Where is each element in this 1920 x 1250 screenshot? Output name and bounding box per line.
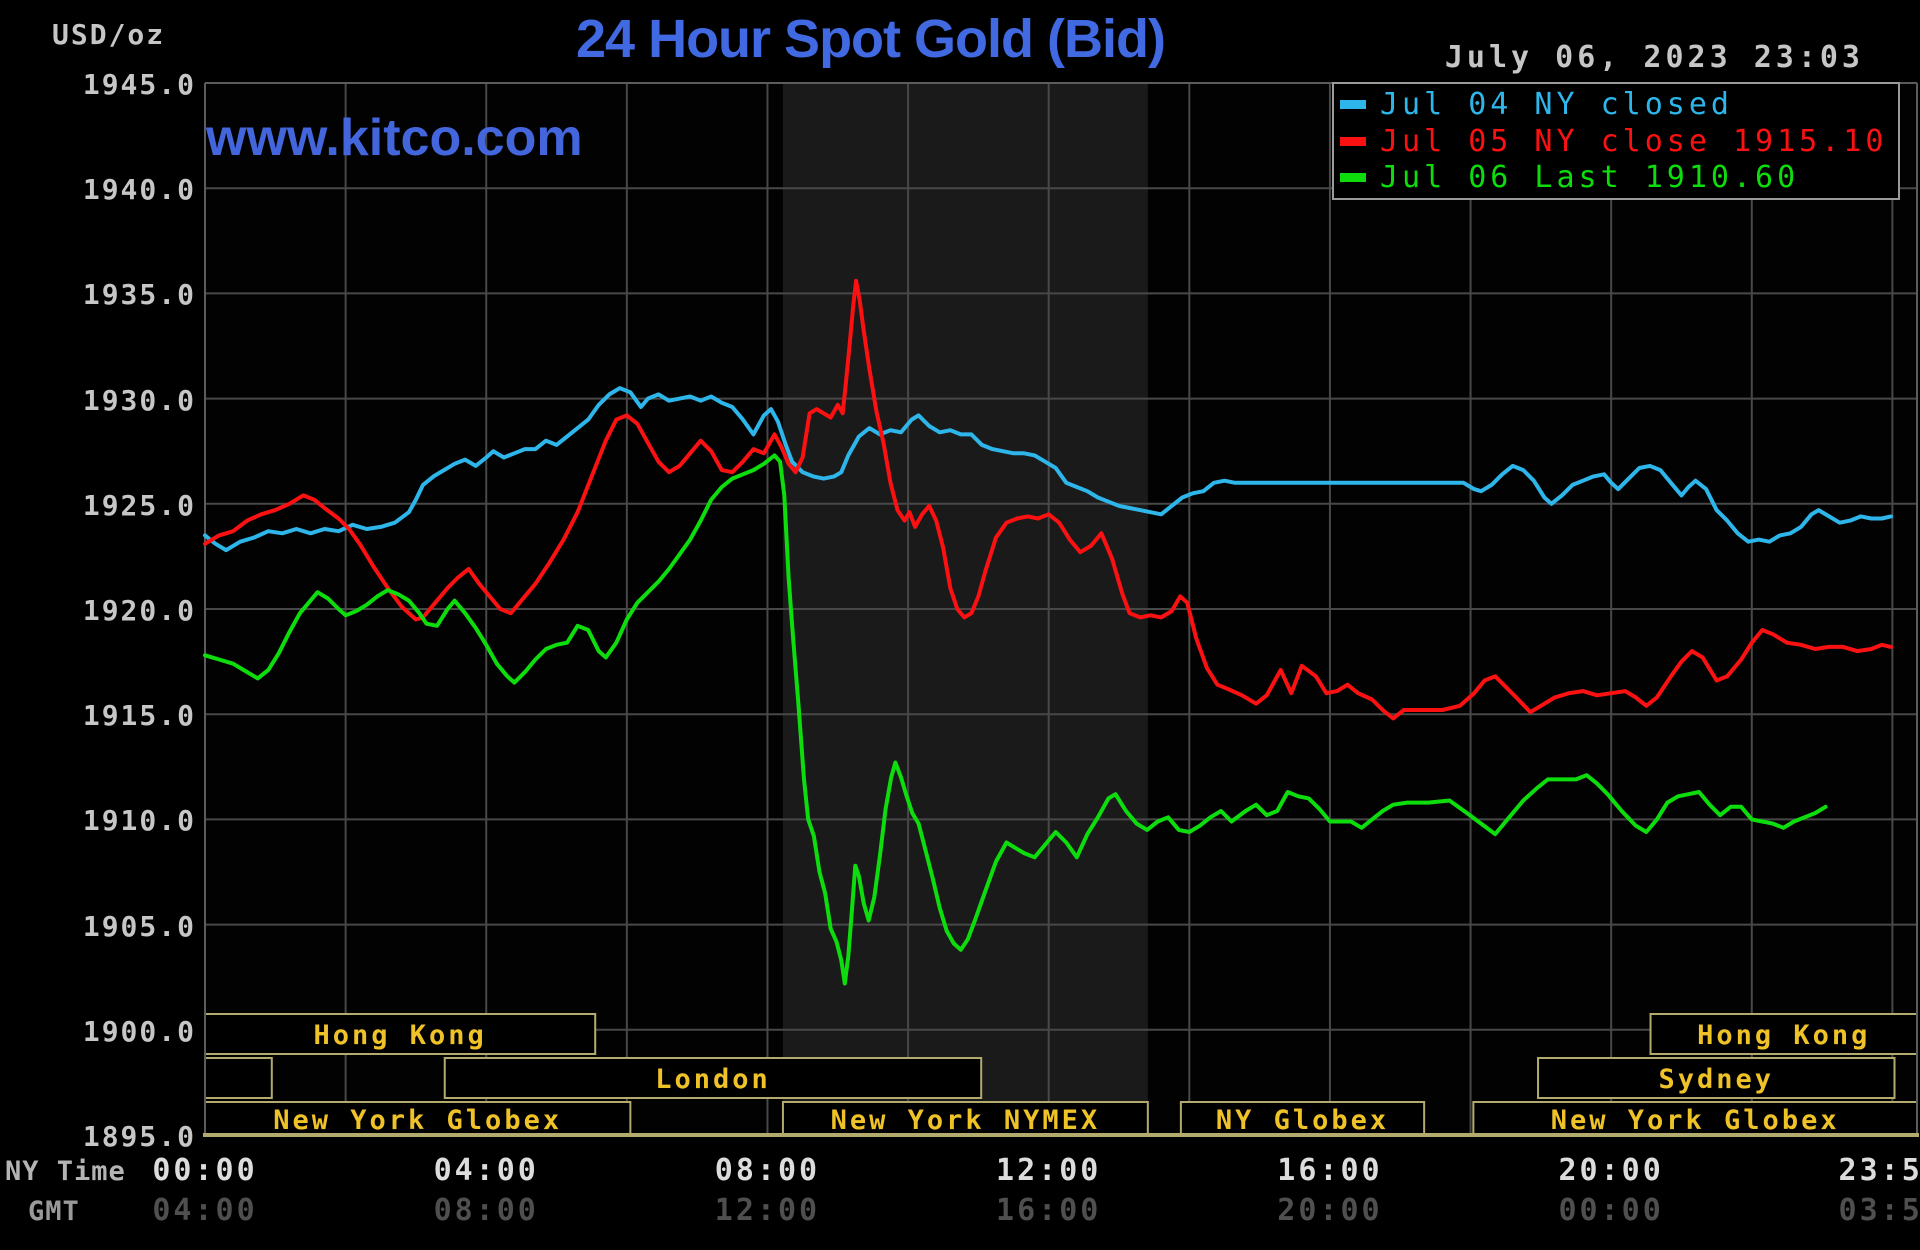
price-line-jul-06-last-1910.60 (203, 453, 1828, 986)
gmt-axis-header: GMT (28, 1196, 80, 1227)
session-box-london (443, 1057, 983, 1099)
session-label: Sydney (1658, 1064, 1774, 1095)
x-axis-label-ny: 04:00 (433, 1153, 539, 1188)
legend-label: Jul 06 Last 1910.60 (1380, 160, 1800, 195)
y-axis-label: 1905.0 (82, 909, 196, 943)
y-axis-label: 1920.0 (82, 594, 196, 627)
ny-time-axis-header: NY Time (5, 1156, 126, 1187)
session-label: London (655, 1064, 771, 1095)
price-line-jul-04-ny-closed (203, 386, 1893, 553)
legend: Jul 04 NY closed Jul 05 NY close 1915.10… (1332, 82, 1900, 200)
unit-label: USD/oz (52, 18, 166, 51)
legend-row-jul04: Jul 04 NY closed (1340, 87, 1892, 123)
kitco-watermark: www.kitco.com (206, 109, 583, 167)
price-line-jul-05-ny-close-1915.10 (203, 278, 1893, 721)
x-axis-label-gmt: 04:00 (152, 1193, 258, 1228)
legend-label: Jul 04 NY closed (1380, 87, 1733, 122)
session-box-sydney (1537, 1057, 1896, 1099)
session-label: New York NYMEX (831, 1105, 1101, 1136)
y-axis-label: 1930.0 (82, 383, 196, 417)
x-axis-label-ny: 00:00 (152, 1153, 258, 1188)
session-box-new-york-globex (204, 1101, 632, 1137)
y-axis-label: 1910.0 (82, 804, 196, 838)
legend-dash-icon (1340, 100, 1366, 109)
session-box-hong-kong (204, 1013, 597, 1055)
x-axis-label-gmt: 12:00 (714, 1193, 821, 1228)
y-axis-label: 1935.0 (82, 278, 196, 312)
y-axis-label: 1925.0 (82, 488, 196, 522)
session-box-hong-kong (1649, 1013, 1918, 1055)
session-box-new-york-nymex (781, 1101, 1149, 1137)
x-axis-label-gmt: 03:59 (1838, 1193, 1920, 1228)
legend-label: Jul 05 NY close 1915.10 (1380, 123, 1888, 159)
x-axis-label-ny: 08:00 (714, 1153, 821, 1188)
x-axis-label-gmt: 08:00 (433, 1193, 539, 1228)
x-axis-label-ny: 16:00 (1277, 1153, 1383, 1188)
y-axis-label: 1940.0 (82, 173, 196, 207)
session-label: Hong Kong (1697, 1020, 1870, 1051)
y-axis-label: 1945.0 (82, 68, 196, 101)
session-box-ny-globex (1179, 1101, 1426, 1137)
legend-dash-icon (1340, 173, 1366, 182)
legend-row-jul06: Jul 06 Last 1910.60 (1340, 160, 1892, 196)
x-axis-label-gmt: 00:00 (1558, 1193, 1664, 1228)
x-axis-label-ny: 23:59 (1838, 1153, 1920, 1188)
legend-dash-icon (1340, 136, 1366, 146)
x-axis-label-ny: 20:00 (1558, 1153, 1664, 1188)
x-axis-label-ny: 12:00 (996, 1153, 1102, 1188)
legend-row-jul05: Jul 05 NY close 1915.10 (1340, 123, 1892, 159)
x-axis-label-gmt: 16:00 (996, 1193, 1102, 1228)
session-label: New York Globex (273, 1105, 562, 1136)
y-axis-label: 1895.0 (82, 1120, 196, 1153)
session-label: NY Globex (1216, 1105, 1389, 1136)
session-label: New York Globex (1551, 1105, 1840, 1136)
session-label: Hong Kong (313, 1020, 486, 1051)
date-stamp: July 06, 2023 23:03 (1444, 40, 1864, 75)
y-axis-label: 1900.0 (82, 1014, 196, 1048)
page-title: 24 Hour Spot Gold (Bid) (576, 9, 1166, 69)
session-box-unlabeled (204, 1057, 273, 1099)
y-axis-label: 1915.0 (82, 699, 196, 733)
x-axis-label-gmt: 20:00 (1277, 1193, 1383, 1228)
